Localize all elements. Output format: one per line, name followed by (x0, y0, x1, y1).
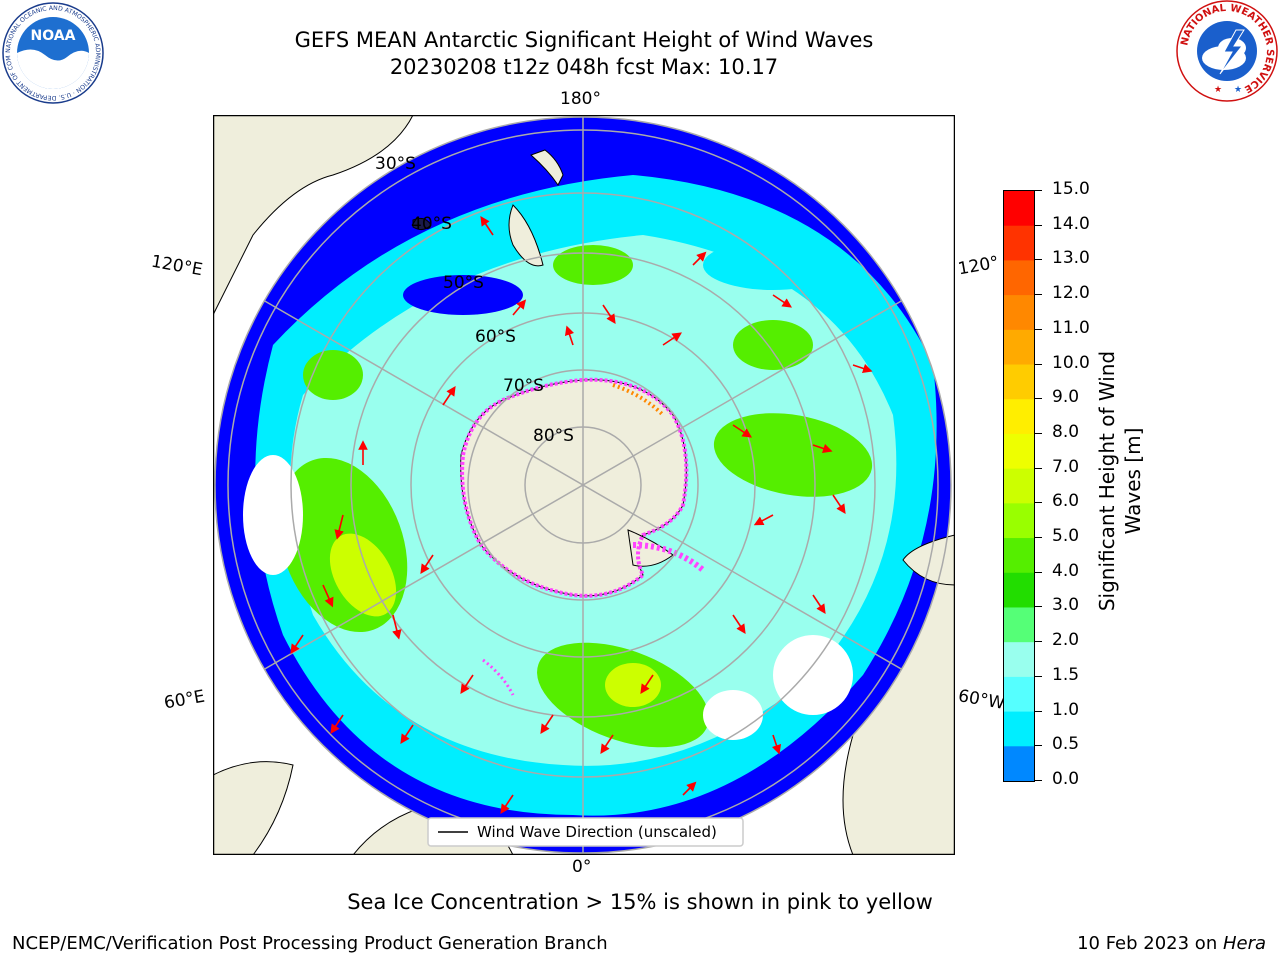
colorbar-tick-mark (1034, 398, 1042, 400)
colorbar-band (1004, 399, 1034, 435)
colorbar-band (1004, 607, 1034, 643)
legend-label: Wind Wave Direction (unscaled) (477, 823, 717, 841)
lon-label-120e: 120°E (149, 251, 205, 281)
antarctic-map: Wind Wave Direction (unscaled) 30°S 40°S… (212, 114, 956, 856)
colorbar-tick-label: 3.0 (1052, 595, 1080, 616)
footer-date: 10 Feb 2023 on (1077, 933, 1223, 954)
chart-title-line1: GEFS MEAN Antarctic Significant Height o… (294, 28, 874, 52)
colorbar-tick-label: 1.5 (1052, 664, 1080, 685)
colorbar-tick-label: 5.0 (1052, 526, 1080, 547)
sea-ice-note: Sea Ice Concentration > 15% is shown in … (347, 890, 933, 914)
colorbar-band (1004, 225, 1034, 261)
lon-label-180: 180° (560, 89, 601, 109)
colorbar-tick-mark (1034, 780, 1042, 781)
lon-label-60w: 60°W (956, 686, 1007, 714)
lat-label-50s: 50°S (443, 273, 484, 293)
colorbar-label: Significant Height of Wind Waves [m] (1095, 351, 1145, 611)
lat-label-30s: 30°S (375, 154, 416, 174)
colorbar-band (1004, 503, 1034, 539)
colorbar-tick-label: 12.0 (1052, 283, 1090, 304)
noaa-logo: NATIONAL OCEANIC AND ATMOSPHERIC ADMINIS… (0, 0, 104, 104)
colorbar-tick-label: 1.0 (1052, 699, 1080, 720)
colorbar-band (1004, 364, 1034, 400)
colorbar-band (1004, 572, 1034, 608)
colorbar-tick-mark (1034, 363, 1042, 365)
colorbar-tick-mark (1034, 606, 1042, 608)
nws-logo: NATIONAL WEATHER SERVICE ★ ★ (1176, 0, 1278, 102)
colorbar (1003, 190, 1035, 782)
colorbar-tick-mark (1034, 571, 1042, 573)
colorbar-tick-label: 8.0 (1052, 421, 1080, 442)
colorbar-tick-mark (1034, 745, 1042, 747)
footer-host: Hera (1222, 933, 1266, 954)
colorbar-tick-mark (1034, 259, 1042, 261)
colorbar-tick-label: 14.0 (1052, 213, 1090, 234)
colorbar-tick-mark (1034, 710, 1042, 712)
colorbar-tick-mark (1034, 224, 1042, 226)
chart-title-line2: 20230208 t12z 048h fcst Max: 10.17 (389, 55, 779, 79)
colorbar-tick-label: 13.0 (1052, 248, 1090, 269)
lat-label-70s: 70°S (503, 376, 544, 396)
colorbar-band (1004, 538, 1034, 574)
colorbar-band (1004, 295, 1034, 331)
colorbar-tick-label: 2.0 (1052, 630, 1080, 651)
colorbar-tick-mark (1034, 467, 1042, 469)
colorbar-band (1004, 191, 1034, 227)
lon-label-0: 0° (572, 857, 592, 877)
colorbar-tick-mark (1034, 294, 1042, 296)
colorbar-tick-label: 0.5 (1052, 734, 1080, 755)
colorbar-tick-label: 15.0 (1052, 179, 1090, 199)
footer-left: NCEP/EMC/Verification Post Processing Pr… (12, 933, 608, 954)
svg-text:★: ★ (1214, 85, 1222, 95)
lon-label-120w: 120° (956, 252, 1001, 280)
noaa-logo-text: NOAA (31, 28, 76, 44)
colorbar-tick-label: 7.0 (1052, 456, 1080, 477)
colorbar-tick-mark (1034, 641, 1042, 643)
colorbar-tick-mark (1034, 432, 1042, 434)
footer-right: 10 Feb 2023 on Hera (1077, 933, 1266, 954)
colorbar-band (1004, 746, 1034, 782)
lat-label-40s: 40°S (411, 214, 452, 234)
colorbar-tick-mark (1034, 502, 1042, 504)
colorbar-band (1004, 329, 1034, 366)
colorbar-band (1004, 642, 1034, 678)
colorbar-band (1004, 676, 1034, 713)
colorbar-tick-mark (1034, 675, 1042, 677)
colorbar-tick-label: 6.0 (1052, 491, 1080, 512)
colorbar-band (1004, 711, 1034, 747)
colorbar-tick-mark (1034, 190, 1042, 191)
colorbar-band (1004, 433, 1034, 470)
colorbar-tick-label: 11.0 (1052, 317, 1090, 338)
svg-text:★: ★ (1234, 85, 1242, 95)
lat-label-80s: 80°S (533, 426, 574, 446)
colorbar-band (1004, 260, 1034, 296)
colorbar-tick-mark (1034, 537, 1042, 539)
colorbar-tick-mark (1034, 328, 1042, 330)
colorbar-label-line2: Waves [m] (1121, 427, 1145, 535)
colorbar-tick-label: 9.0 (1052, 387, 1080, 408)
colorbar-tick-label: 4.0 (1052, 560, 1080, 581)
lat-label-60s: 60°S (475, 327, 516, 347)
colorbar-tick-label: 10.0 (1052, 352, 1090, 373)
colorbar-label-line1: Significant Height of Wind (1095, 350, 1119, 612)
colorbar-tick-label: 0.0 (1052, 769, 1080, 789)
lon-label-60e: 60°E (162, 686, 207, 714)
colorbar-band (1004, 468, 1034, 504)
